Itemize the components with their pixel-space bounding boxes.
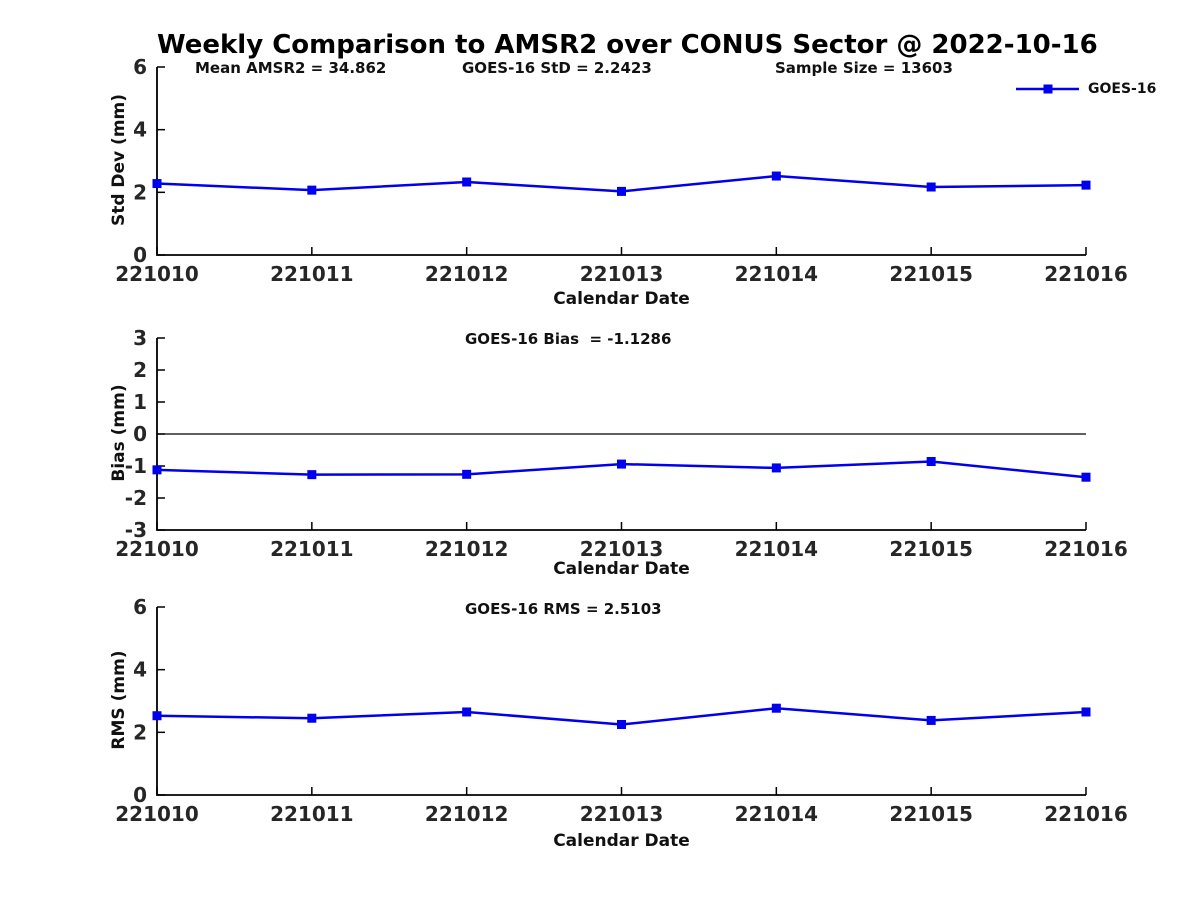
x-tick-label: 221014: [735, 262, 819, 286]
legend-line-marker-icon: [1016, 84, 1079, 94]
x-tick-label: 221011: [270, 802, 354, 826]
bias-panel-title: GOES-16 Bias = -1.1286: [465, 330, 672, 348]
x-tick-label: 221015: [889, 537, 973, 561]
data-point-marker: [462, 707, 472, 717]
data-point-marker: [462, 469, 472, 479]
x-tick-label: 221016: [1044, 262, 1128, 286]
x-tick-label: 221016: [1044, 537, 1128, 561]
y-tick-label: 4: [133, 658, 147, 682]
data-point-marker: [152, 465, 162, 475]
data-point-marker: [152, 179, 162, 189]
data-point-marker: [771, 703, 781, 713]
x-tick-label: 221011: [270, 262, 354, 286]
x-tick-label: 221016: [1044, 802, 1128, 826]
x-tick-label: 221014: [735, 802, 819, 826]
x-tick-label: 221010: [115, 262, 199, 286]
panel-1: 0 2 4 6 221010 221011 221012 221013 221014 221015…: [115, 55, 1128, 286]
annotation-goes16-std: GOES-16 StD = 2.2423: [462, 59, 652, 77]
data-point-marker: [771, 463, 781, 473]
y-tick-label: -1: [125, 454, 147, 478]
y-tick-label: 1: [133, 390, 147, 414]
figure-title: Weekly Comparison to AMSR2 over CONUS Se…: [157, 30, 1098, 60]
data-point-marker: [617, 459, 626, 469]
data-point-marker: [926, 182, 936, 192]
data-point-marker: [926, 715, 936, 725]
y-tick-label: 4: [133, 118, 147, 142]
data-point-marker: [1081, 180, 1091, 190]
x-tick-label: 221014: [735, 537, 819, 561]
panel-3: 0 2 4 6 221010 221011 221012 221013 221014 221015…: [115, 595, 1128, 826]
data-point-marker: [1081, 707, 1091, 717]
annotation-sample-size: Sample Size = 13603: [775, 59, 953, 77]
data-point-marker: [617, 720, 626, 729]
y-tick-label: 6: [133, 595, 147, 619]
rms-axis-label: RMS (mm): [109, 650, 129, 750]
x-tick-label: 221015: [889, 262, 973, 286]
calendar-date-label-3: Calendar Date: [553, 831, 690, 851]
calendar-date-label-2: Calendar Date: [553, 559, 690, 579]
data-point-marker: [462, 177, 472, 187]
y-tick-label: 0: [133, 783, 147, 807]
x-tick-label: 221011: [270, 537, 354, 561]
panel-2: -3 -2 -1 0 1 2 3 221010 221011 221012 221013 221014…: [115, 326, 1128, 561]
annotation-mean-amsr2: Mean AMSR2 = 34.862: [195, 59, 387, 77]
x-tick-label: 221013: [580, 802, 664, 826]
x-tick-label: 221015: [889, 802, 973, 826]
x-tick-label: 221012: [425, 537, 509, 561]
data-point-marker: [152, 711, 162, 721]
x-tick-label: 221010: [115, 802, 199, 826]
rms-panel-title: GOES-16 RMS = 2.5103: [465, 600, 662, 618]
calendar-date-label-1: Calendar Date: [553, 289, 690, 309]
y-tick-label: 2: [133, 180, 147, 204]
x-tick-label: 221013: [580, 537, 664, 561]
data-point-marker: [307, 713, 317, 723]
legend-label: GOES-16: [1088, 81, 1157, 97]
y-tick-label: 2: [133, 358, 147, 382]
bias-axis-label: Bias (mm): [109, 384, 129, 482]
y-tick-label: 3: [133, 326, 147, 350]
y-tick-label: -2: [125, 486, 147, 510]
y-tick-label: -3: [125, 518, 147, 542]
x-tick-label: 221013: [580, 262, 664, 286]
data-point-marker: [926, 457, 936, 467]
data-point-marker: [307, 185, 317, 195]
data-point-marker: [1081, 472, 1091, 482]
y-tick-label: 0: [133, 243, 147, 267]
data-point-marker: [307, 470, 317, 480]
x-tick-label: 221012: [425, 802, 509, 826]
stddev-axis-label: Std Dev (mm): [109, 93, 129, 227]
x-tick-label: 221010: [115, 537, 199, 561]
legend: GOES-16: [1016, 81, 1156, 97]
x-tick-label: 221012: [425, 262, 509, 286]
y-tick-label: 0: [133, 422, 147, 446]
y-tick-label: 2: [133, 720, 147, 744]
y-tick-label: 6: [133, 55, 147, 79]
data-point-marker: [771, 171, 781, 181]
data-point-marker: [617, 186, 626, 196]
